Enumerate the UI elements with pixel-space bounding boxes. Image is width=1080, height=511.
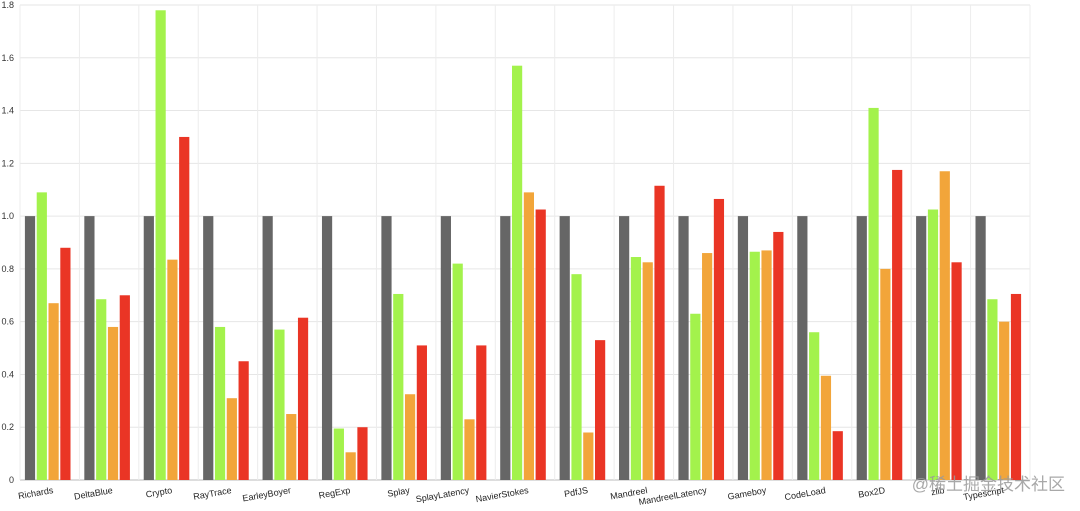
x-tick-label: Box2D xyxy=(857,485,886,500)
x-tick-label: SplayLatency xyxy=(415,485,470,504)
bar xyxy=(226,398,237,480)
bar xyxy=(975,216,986,480)
bar xyxy=(452,263,463,480)
bar xyxy=(119,295,130,480)
bar xyxy=(286,414,297,480)
bar xyxy=(702,253,713,480)
x-tick-label: Splay xyxy=(387,485,411,499)
x-tick-label: DeltaBlue xyxy=(73,485,113,502)
bar xyxy=(500,216,511,480)
bar xyxy=(143,216,154,480)
bar xyxy=(440,216,451,480)
y-tick-label: 0.2 xyxy=(1,422,14,432)
y-tick-label: 1.0 xyxy=(1,211,14,221)
bar xyxy=(595,340,606,480)
x-tick-label: Richards xyxy=(17,485,54,501)
bar xyxy=(749,251,760,480)
bar xyxy=(523,192,534,480)
bar xyxy=(107,326,119,480)
bar xyxy=(1010,293,1022,480)
bar xyxy=(951,262,962,480)
bar xyxy=(832,431,843,480)
bar xyxy=(773,231,784,480)
x-tick-label: zlib xyxy=(930,485,945,497)
bar xyxy=(987,299,998,480)
y-tick-label: 1.6 xyxy=(1,53,14,63)
x-tick-label: MandreelLatency xyxy=(638,485,708,507)
bar xyxy=(927,209,939,480)
x-tick-label: RayTrace xyxy=(192,485,232,502)
bar xyxy=(630,257,642,480)
bar xyxy=(571,274,582,480)
bar xyxy=(868,107,879,481)
bar xyxy=(48,303,59,480)
bar xyxy=(476,345,487,480)
bar xyxy=(345,452,356,480)
y-tick-label: 0 xyxy=(9,475,14,485)
bar xyxy=(214,326,226,480)
bar xyxy=(167,259,178,480)
bar xyxy=(939,171,950,480)
y-tick-label: 0.4 xyxy=(1,369,14,379)
bar xyxy=(96,299,107,480)
bar xyxy=(713,198,725,481)
y-axis-ticks: 0 0.2 0.4 0.6 0.8 1.0 1.2 1.4 1.6 1.8 xyxy=(1,0,14,485)
y-tick-label: 0.6 xyxy=(1,317,14,327)
bar xyxy=(761,250,772,480)
bar xyxy=(892,169,903,481)
x-tick-label: Gameboy xyxy=(727,485,768,502)
bar xyxy=(559,216,570,480)
bar xyxy=(916,216,927,480)
bar xyxy=(60,247,71,480)
bar xyxy=(274,329,285,480)
bar xyxy=(24,216,36,480)
x-tick-label: NavierStokes xyxy=(475,485,530,504)
bar xyxy=(654,185,665,480)
bar xyxy=(381,216,392,480)
bar xyxy=(179,136,190,480)
x-tick-label: CodeLoad xyxy=(784,485,827,502)
x-tick-label: EarleyBoyer xyxy=(242,485,292,503)
bar xyxy=(357,427,368,480)
y-tick-label: 1.2 xyxy=(1,158,14,168)
bar xyxy=(737,216,749,480)
y-tick-label: 0.8 xyxy=(1,264,14,274)
x-axis-ticks: Richards DeltaBlue Crypto RayTrace EarleyBoy… xyxy=(17,485,1005,507)
bar xyxy=(856,216,867,480)
bar xyxy=(809,332,820,480)
bar xyxy=(820,375,832,480)
bar xyxy=(393,293,404,480)
bar xyxy=(416,345,427,480)
x-tick-label: Crypto xyxy=(145,485,173,499)
bar xyxy=(678,216,689,480)
bar xyxy=(262,216,273,480)
bar xyxy=(464,419,475,480)
bar xyxy=(84,216,95,480)
x-tick-label: PdfJS xyxy=(563,485,588,499)
y-tick-label: 1.8 xyxy=(1,0,14,10)
watermark: @稀土掘金技术社区 xyxy=(912,475,1065,494)
y-tick-label: 1.4 xyxy=(1,106,14,116)
x-tick-label: RegExp xyxy=(318,485,351,500)
bar xyxy=(203,216,214,480)
bar xyxy=(880,268,891,480)
bar xyxy=(999,321,1010,480)
bar xyxy=(512,65,523,480)
bar xyxy=(297,317,309,480)
bars xyxy=(24,10,1022,481)
bar xyxy=(535,209,546,480)
bar xyxy=(238,361,249,480)
bar xyxy=(321,216,333,480)
bar xyxy=(642,262,653,480)
bar xyxy=(690,313,701,480)
bar xyxy=(155,10,166,481)
bar xyxy=(797,216,808,480)
bar xyxy=(619,216,630,480)
bar xyxy=(36,192,47,480)
bar xyxy=(333,428,344,480)
bar xyxy=(404,394,416,480)
bar xyxy=(583,432,594,480)
